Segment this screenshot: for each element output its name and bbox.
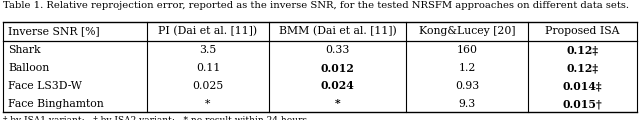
- Text: PI (Dai et al. [11]): PI (Dai et al. [11]): [159, 26, 257, 37]
- Text: † by ISA1 variant;   ‡ by ISA2 variant;   * no result within 24 hours.: † by ISA1 variant; ‡ by ISA2 variant; * …: [3, 116, 310, 120]
- Text: Inverse SNR [%]: Inverse SNR [%]: [8, 27, 100, 36]
- Text: 0.015†: 0.015†: [563, 98, 602, 109]
- Text: *: *: [335, 98, 340, 109]
- Text: Kong&Lucey [20]: Kong&Lucey [20]: [419, 27, 515, 36]
- Text: Balloon: Balloon: [8, 63, 49, 73]
- Text: *: *: [205, 99, 211, 109]
- Text: Face LS3D-W: Face LS3D-W: [8, 81, 82, 91]
- Text: 3.5: 3.5: [199, 45, 216, 55]
- Text: 0.11: 0.11: [196, 63, 220, 73]
- Text: Table 1. Relative reprojection error, reported as the inverse SNR, for the teste: Table 1. Relative reprojection error, re…: [3, 1, 629, 10]
- Text: Face Binghamton: Face Binghamton: [8, 99, 104, 109]
- Text: 0.025: 0.025: [193, 81, 223, 91]
- Text: 0.014‡: 0.014‡: [563, 80, 602, 91]
- Text: 1.2: 1.2: [458, 63, 476, 73]
- Text: Proposed ISA: Proposed ISA: [545, 27, 620, 36]
- Text: Shark: Shark: [8, 45, 41, 55]
- Text: 0.024: 0.024: [321, 80, 355, 91]
- Text: BMM (Dai et al. [11]): BMM (Dai et al. [11]): [278, 26, 396, 37]
- Text: 0.12‡: 0.12‡: [566, 63, 598, 74]
- Text: 160: 160: [456, 45, 477, 55]
- Text: 0.33: 0.33: [325, 45, 349, 55]
- Text: 0.12‡: 0.12‡: [566, 45, 598, 56]
- Text: 0.93: 0.93: [455, 81, 479, 91]
- Text: 0.012: 0.012: [321, 63, 355, 74]
- Text: 9.3: 9.3: [458, 99, 476, 109]
